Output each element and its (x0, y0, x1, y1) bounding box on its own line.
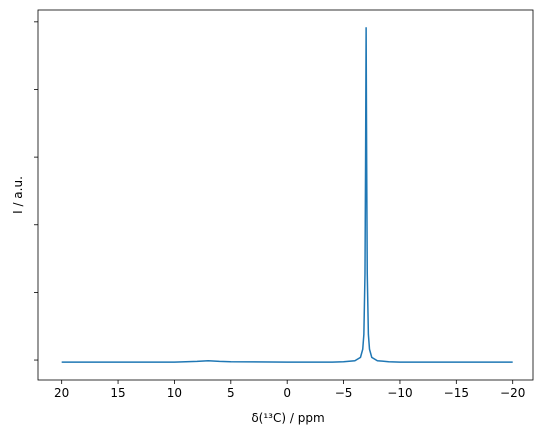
x-tick-label: 5 (227, 386, 235, 400)
x-tick-label: −10 (387, 386, 412, 400)
x-tick-label: −5 (335, 386, 353, 400)
x-axis-label: δ(¹³C) / ppm (251, 411, 324, 425)
x-tick-label: 0 (283, 386, 291, 400)
x-tick-label: 20 (54, 386, 69, 400)
x-tick-label: 15 (110, 386, 125, 400)
y-axis-label: I / a.u. (11, 176, 25, 214)
x-tick-label: −20 (500, 386, 525, 400)
spectrum-line (61, 27, 513, 363)
x-tick-label: 10 (167, 386, 182, 400)
plot-frame (37, 9, 534, 381)
x-tick-label: −15 (444, 386, 469, 400)
